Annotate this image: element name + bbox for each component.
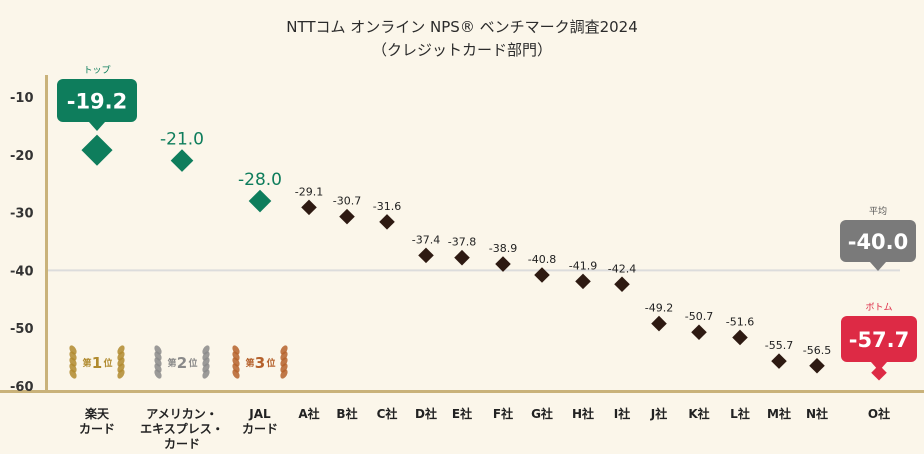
y-tick-label: -20 (10, 149, 34, 164)
y-tick-label: -10 (10, 91, 34, 106)
bottom-callout: ボトム -57.7 (841, 302, 917, 371)
data-label: -28.0 (238, 170, 282, 190)
chart-subtitle: （クレジットカード部門） (372, 41, 552, 59)
bottom-callout-value: -57.7 (849, 328, 910, 352)
top-callout-value: -19.2 (67, 90, 128, 114)
data-label: -55.7 (765, 339, 793, 352)
x-tick-label: L社 (730, 406, 750, 421)
average-callout-tag: 平均 (869, 205, 887, 217)
laurel-leaf-icon (117, 369, 125, 379)
top-callout-tag: トップ (83, 65, 110, 76)
x-tick-label: M社 (767, 406, 791, 421)
data-label: -56.5 (803, 344, 831, 357)
data-point (418, 247, 434, 264)
data-point (614, 276, 630, 293)
x-tick-label: A社 (298, 406, 319, 421)
y-tick-label: -30 (10, 207, 34, 222)
x-tick-label: 楽天カード (79, 406, 115, 436)
average-callout-value: -40.0 (848, 230, 909, 254)
x-tick-label: H社 (572, 406, 594, 421)
data-label: -41.9 (569, 259, 597, 272)
medal-prefix: 第 (167, 357, 176, 369)
x-tick-label: D社 (415, 406, 437, 421)
data-label: -51.6 (726, 315, 754, 328)
medal-suffix: 位 (103, 357, 112, 369)
data-point (170, 149, 194, 172)
laurel-leaf-icon (202, 369, 210, 379)
data-point (301, 199, 317, 216)
y-tick-label: -50 (10, 322, 34, 337)
data-point (575, 273, 591, 290)
x-tick-label: F社 (493, 406, 513, 421)
laurel-leaf-icon (69, 369, 77, 379)
data-point (771, 353, 787, 369)
data-label: -31.6 (373, 200, 401, 213)
x-tick-label: J社 (650, 406, 667, 421)
data-label: -37.4 (412, 233, 440, 246)
medal-rank: 3 (255, 354, 265, 372)
data-point (339, 208, 355, 225)
x-tick-label: JAL カード (242, 407, 278, 436)
average-callout-box (840, 220, 916, 262)
medal-suffix: 位 (266, 357, 275, 369)
data-label: -50.7 (685, 310, 713, 323)
bottom-callout-pointer (871, 362, 887, 371)
average-callout-pointer (870, 262, 886, 271)
data-point (651, 315, 667, 332)
data-point (809, 357, 825, 374)
data-label: -21.0 (160, 130, 204, 150)
data-point (454, 249, 470, 266)
medal-suffix: 位 (188, 357, 197, 369)
laurel-leaf-icon (154, 369, 162, 379)
data-label: -38.9 (489, 242, 517, 255)
x-tick-label: アメリカン・エキスプレス・カード (140, 407, 224, 451)
data-label: -42.4 (608, 262, 636, 275)
data-point (732, 329, 748, 346)
data-label: -49.2 (645, 302, 673, 315)
data-point (691, 324, 707, 341)
average-callout: 平均 -40.0 (840, 205, 916, 271)
bottom-callout-tag: ボトム (865, 302, 892, 313)
medal-prefix: 第 (245, 357, 254, 369)
top-callout-pointer (89, 122, 105, 131)
data-point (379, 214, 395, 230)
medal-rank: 2 (177, 354, 187, 372)
data-label: -40.8 (528, 253, 556, 266)
top-callout-box (57, 79, 137, 122)
x-tick-label: N社 (806, 406, 828, 421)
x-tick-label: B社 (336, 406, 357, 421)
medal-rank: 1 (92, 354, 102, 372)
x-axis-line (0, 390, 924, 393)
x-tick-label: C社 (377, 406, 398, 421)
data-point (81, 134, 113, 166)
x-tick-label: K社 (688, 406, 709, 421)
y-tick-label: -40 (10, 264, 34, 279)
data-label: -29.1 (295, 185, 323, 198)
data-point (248, 189, 272, 213)
data-label: -30.7 (333, 195, 361, 208)
y-axis-line (45, 75, 48, 392)
x-tick-label: E社 (452, 406, 472, 421)
laurel-leaf-icon (232, 369, 240, 379)
top-callout: トップ -19.2 (57, 65, 137, 131)
chart-title: NTTコム オンライン NPS® ベンチマーク調査2024 (286, 18, 638, 36)
medal-prefix: 第 (82, 357, 91, 369)
x-tick-label: I社 (614, 406, 630, 421)
data-label: -37.8 (448, 236, 476, 249)
y-tick-label: -60 (10, 380, 34, 395)
bottom-callout-box (841, 316, 917, 362)
x-tick-label: O社 (868, 406, 890, 421)
laurel-leaf-icon (280, 369, 288, 379)
x-tick-label: G社 (531, 406, 553, 421)
